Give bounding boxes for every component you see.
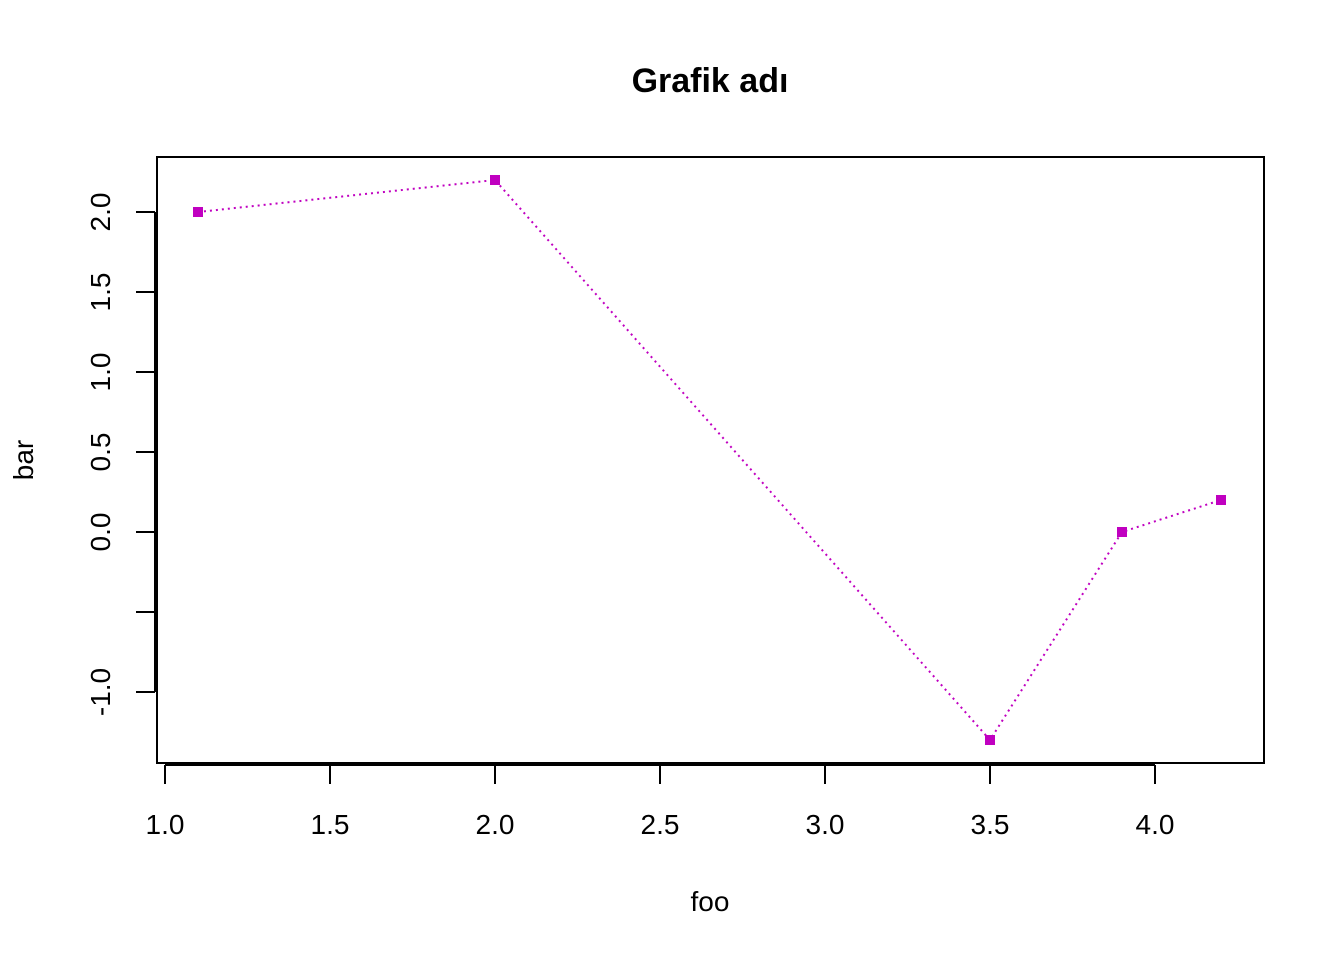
y-tick-label: 2.0 <box>85 193 116 232</box>
y-tick-label: 1.5 <box>85 273 116 312</box>
x-tick-label: 2.5 <box>641 809 680 840</box>
series-layer <box>193 175 1226 745</box>
data-point <box>1117 527 1127 537</box>
x-tick-label: 3.0 <box>806 809 845 840</box>
x-tick-label: 1.0 <box>146 809 185 840</box>
data-point <box>490 175 500 185</box>
y-tick-label: 0.5 <box>85 433 116 472</box>
y-tick-label: -1.0 <box>85 668 116 716</box>
x-axis: 1.0 1.5 2.0 2.5 3.0 3.5 4.0 <box>146 764 1175 840</box>
x-axis-label: foo <box>691 886 730 917</box>
data-point <box>985 735 995 745</box>
y-axis: -1.0 0.0 0.5 1.0 1.5 2.0 <box>85 193 156 716</box>
y-tick-label: 1.0 <box>85 353 116 392</box>
y-tick-label: 0.0 <box>85 513 116 552</box>
data-point <box>1216 495 1226 505</box>
x-tick-label: 2.0 <box>476 809 515 840</box>
chart-title: Grafik adı <box>632 62 789 100</box>
plot-frame <box>156 156 1265 764</box>
y-axis-label: bar <box>8 440 39 480</box>
series-line <box>197 178 1222 742</box>
x-tick-label: 3.5 <box>971 809 1010 840</box>
x-tick-label: 4.0 <box>1136 809 1175 840</box>
data-point <box>193 207 203 217</box>
x-tick-label: 1.5 <box>311 809 350 840</box>
